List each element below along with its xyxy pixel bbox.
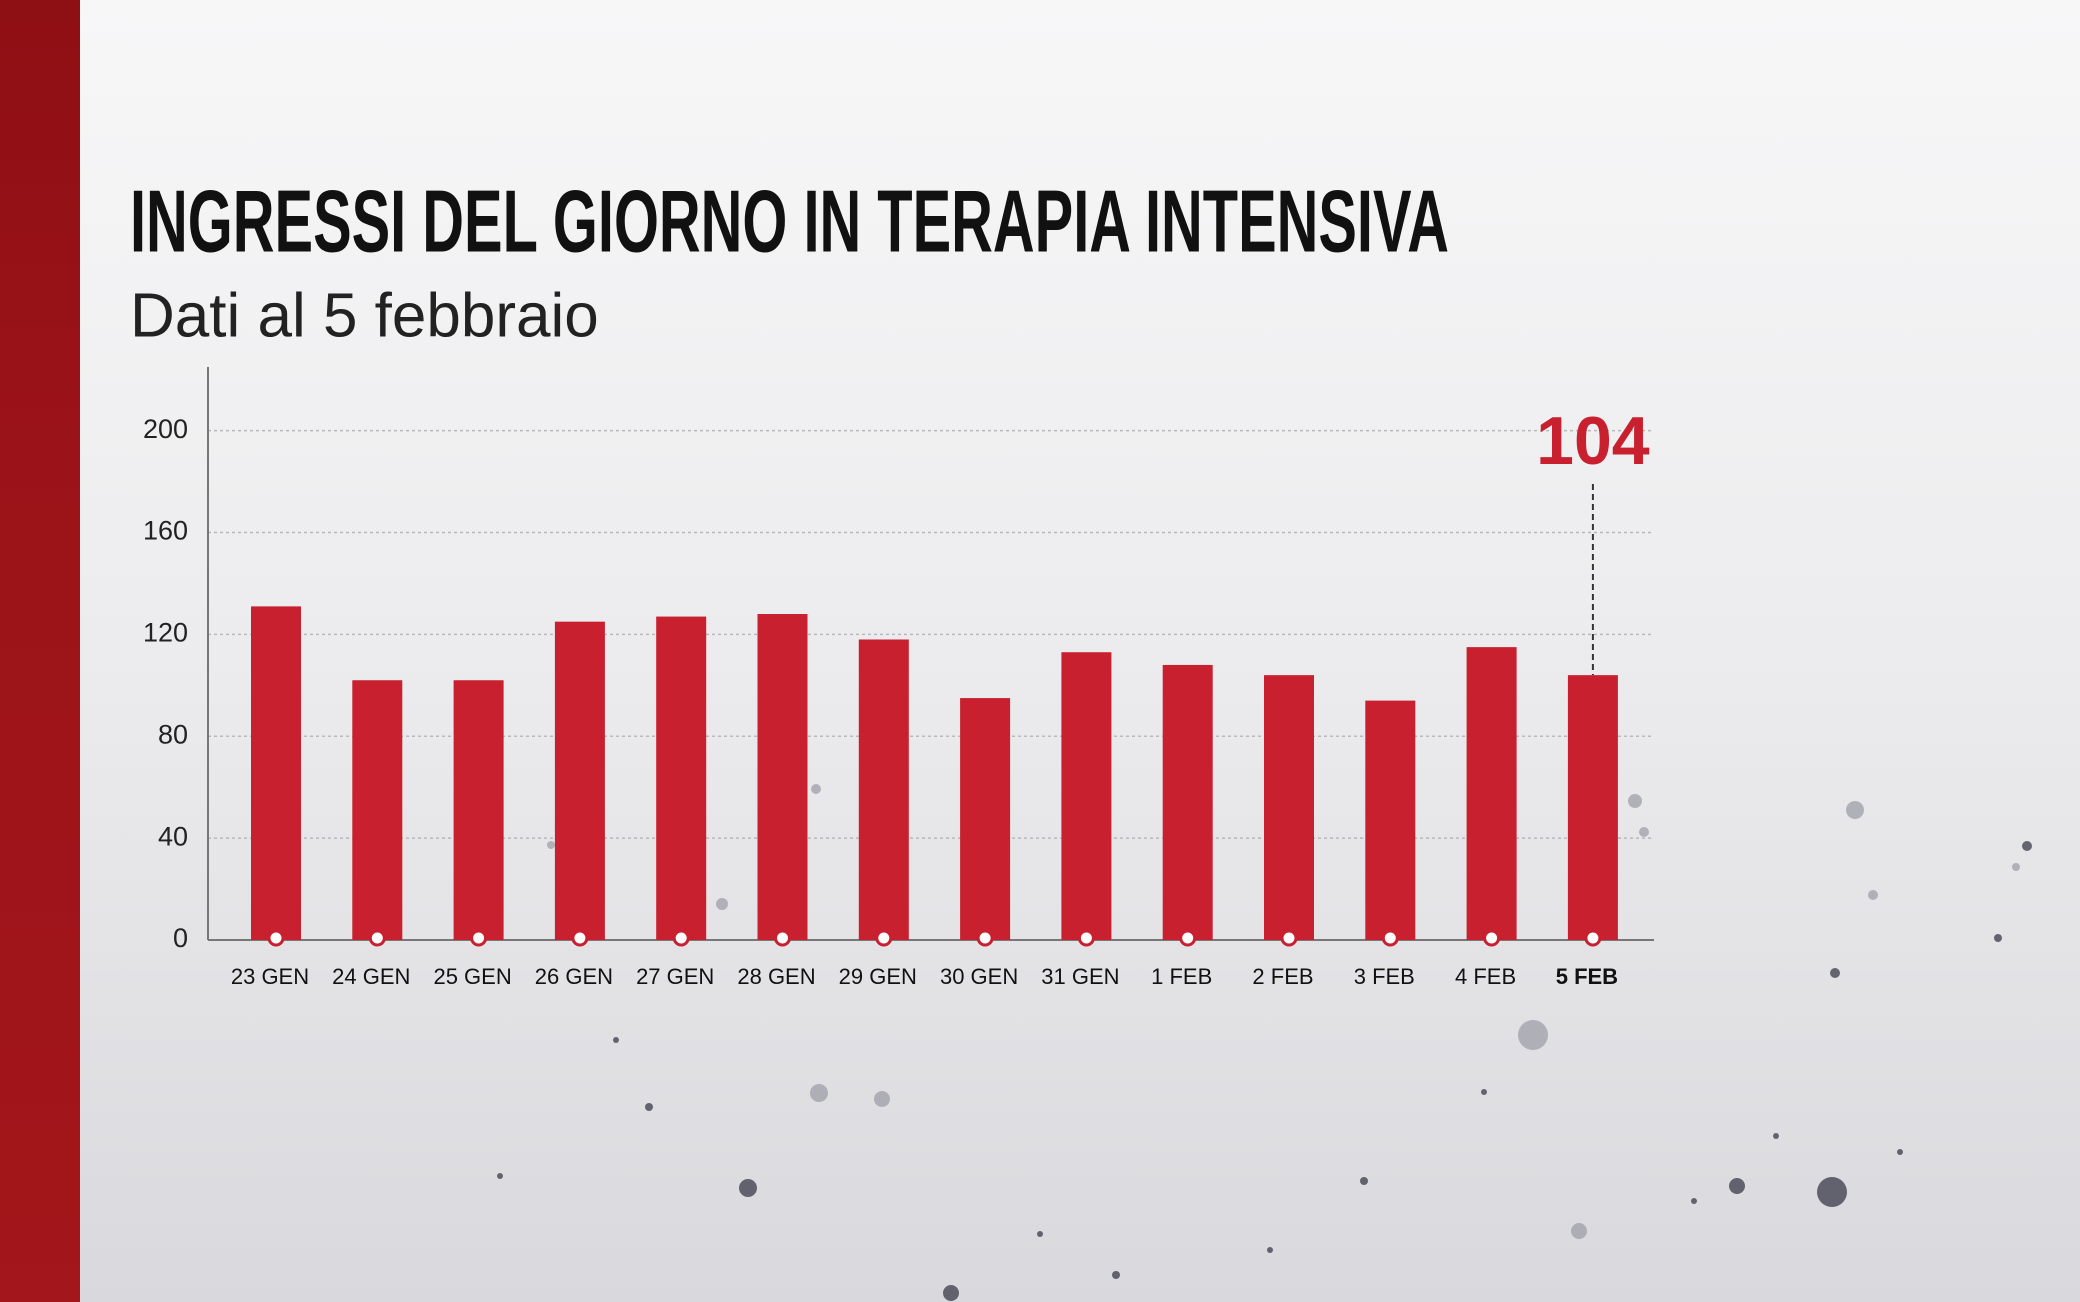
bar xyxy=(1567,675,1618,940)
y-tick-label: 160 xyxy=(143,516,188,546)
x-tick-label: 28 GEN xyxy=(737,964,815,989)
bar xyxy=(554,621,605,940)
bar xyxy=(757,614,808,940)
bar-base-dot xyxy=(571,929,589,947)
bar-base-dot xyxy=(1280,929,1298,947)
chart-title: INGRESSI DEL GIORNO IN TERAPIA INTENSIVA xyxy=(130,171,1449,270)
bar-base-dot xyxy=(774,929,791,947)
bar xyxy=(1466,647,1517,940)
chart-subtitle: Dati al 5 febbraio xyxy=(130,281,599,350)
bar xyxy=(453,680,504,940)
bar xyxy=(656,616,707,940)
bar-base-dot xyxy=(875,929,893,947)
bar xyxy=(960,698,1011,940)
x-tick-label: 23 GEN xyxy=(231,964,309,989)
bar xyxy=(251,606,301,940)
bar-base-dot xyxy=(1483,929,1501,947)
x-tick-label: 27 GEN xyxy=(636,964,714,989)
decorative-dots xyxy=(497,841,2032,1301)
y-tick-label: 0 xyxy=(173,923,188,953)
y-tick-label: 120 xyxy=(143,618,188,648)
x-tick-label: 3 FEB xyxy=(1354,964,1415,989)
value-label: 104 xyxy=(1536,403,1650,479)
bar xyxy=(1365,700,1416,940)
x-tick-label: 25 GEN xyxy=(433,964,511,989)
x-tick-label: 26 GEN xyxy=(535,964,613,989)
x-tick-label: 4 FEB xyxy=(1455,964,1516,989)
x-tick-label: 1 FEB xyxy=(1151,964,1212,989)
bar xyxy=(352,680,403,940)
bar xyxy=(1061,652,1112,940)
y-tick-label: 200 xyxy=(143,414,188,444)
decorative-dots-light xyxy=(547,784,2020,1239)
y-tick-label: 80 xyxy=(158,719,188,749)
bar-base-dot xyxy=(672,929,690,947)
x-tick-label: 31 GEN xyxy=(1041,964,1119,989)
bar-base-dot xyxy=(1584,929,1602,947)
x-tick-label: 30 GEN xyxy=(940,964,1018,989)
bar xyxy=(1162,664,1213,940)
bar-base-dot xyxy=(1077,929,1095,947)
bar xyxy=(858,639,909,940)
x-tick-label: 29 GEN xyxy=(839,964,917,989)
y-tick-label: 40 xyxy=(158,821,188,851)
bar-base-dot xyxy=(1179,929,1197,947)
x-tick-label: 2 FEB xyxy=(1252,964,1313,989)
bar-base-dot xyxy=(470,929,488,947)
bar-base-dot xyxy=(976,929,994,947)
side-strip xyxy=(0,0,80,1302)
bar-base-dot xyxy=(368,929,386,947)
bar-base-dot xyxy=(1381,929,1399,947)
x-tick-label: 5 FEB xyxy=(1556,964,1618,989)
bar-base-dot xyxy=(267,929,285,947)
x-tick-label: 24 GEN xyxy=(332,964,410,989)
bar xyxy=(1264,675,1314,940)
